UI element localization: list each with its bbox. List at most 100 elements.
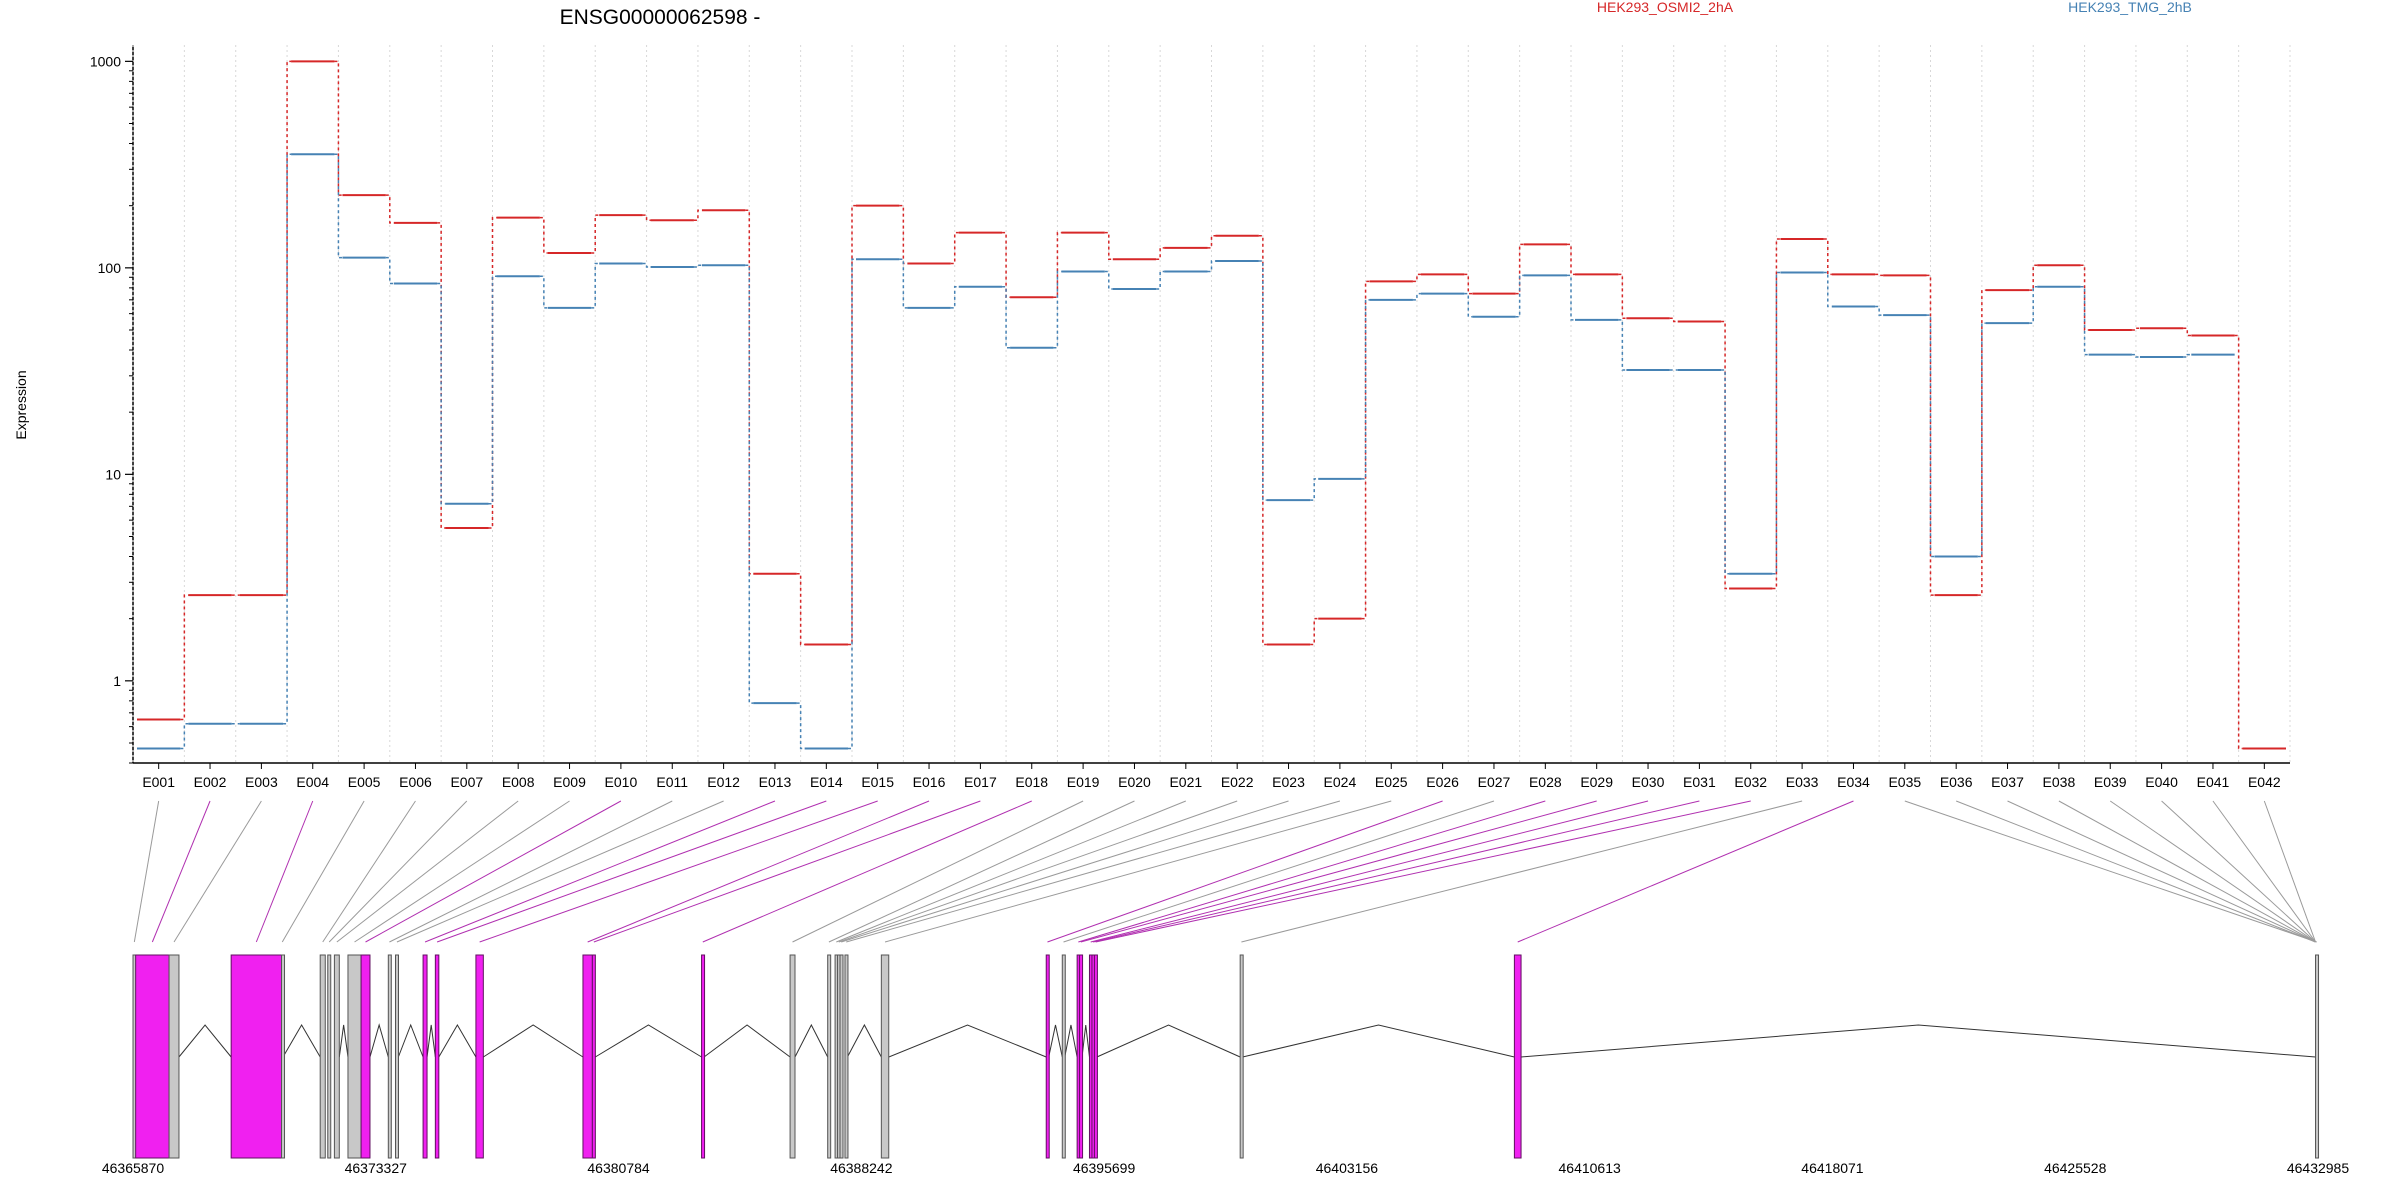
series-1-connector (1361, 280, 1370, 620)
series-2-connector (437, 282, 446, 505)
exon-connector (2109, 800, 2316, 943)
x-tick-label: E021 (1169, 774, 1202, 790)
series-1-connector (1618, 273, 1627, 320)
exon-connector (1241, 800, 1803, 943)
series-2-connector (1412, 292, 1421, 301)
intron (1096, 1024, 1241, 1058)
intron (888, 1024, 1047, 1058)
series-1-connector (1207, 235, 1216, 249)
x-tick-label: E009 (553, 774, 586, 790)
intron (426, 1024, 436, 1058)
exon-connector (792, 800, 1084, 943)
series-1-connector (1823, 238, 1832, 276)
series-2-connector (2131, 353, 2140, 358)
series-2-connector (2029, 285, 2038, 324)
series-2-connector (1875, 305, 1884, 316)
exon-connector (322, 800, 416, 943)
x-tick-label: E004 (296, 774, 329, 790)
x-tick-label: E005 (348, 774, 381, 790)
exon-box (475, 954, 484, 1159)
exon-connector (396, 800, 724, 943)
exon-box (360, 954, 371, 1159)
series-2-connector (1977, 322, 1986, 558)
series-1-connector (899, 204, 908, 265)
series-1-connector (283, 60, 292, 596)
series-2-connector (539, 275, 548, 309)
exon-connector (587, 800, 930, 943)
series-2-connector (745, 264, 754, 704)
exon-box (2315, 954, 2320, 1159)
exon-connector (1095, 800, 1751, 943)
exon-box (1079, 954, 1084, 1159)
y-tick-label: 1000 (90, 53, 121, 69)
series-2-connector (2080, 285, 2089, 356)
x-tick-label: E028 (1529, 774, 1562, 790)
series-2-connector (385, 256, 394, 285)
x-tick-label: E034 (1837, 774, 1870, 790)
intron (794, 1023, 829, 1058)
x-tick-label: E026 (1426, 774, 1459, 790)
exon-connector (424, 800, 776, 943)
x-tick-label: E036 (1940, 774, 1973, 790)
series-1-connector (2234, 334, 2243, 750)
series-2-connector (1361, 299, 1370, 480)
x-tick-label: E032 (1734, 774, 1767, 790)
exon-box (701, 954, 706, 1159)
series-2-connector (693, 264, 702, 268)
series-1-connector (1567, 243, 1575, 276)
coord-label: 46388242 (830, 1160, 893, 1176)
x-tick-label: E012 (707, 774, 740, 790)
x-tick-label: E024 (1324, 774, 1357, 790)
exon-connector (365, 800, 622, 943)
exon-connector (2212, 800, 2316, 943)
series-2-connector (899, 258, 908, 309)
series-1-connector (1156, 247, 1165, 261)
x-tick-label: E006 (399, 774, 432, 790)
exon-box (281, 954, 286, 1159)
intron (282, 1024, 321, 1058)
series-1-connector (745, 209, 754, 575)
x-tick-label: E030 (1632, 774, 1665, 790)
x-tick-label: E022 (1221, 774, 1254, 790)
intron (1064, 1024, 1078, 1058)
series-2-connector (1823, 271, 1832, 308)
legend-series-2: HEK293_TMG_2hB (2068, 0, 2192, 15)
series-1-connector (488, 216, 497, 529)
x-tick-label: E010 (605, 774, 638, 790)
exon-connector (1063, 800, 1495, 943)
exon-box (168, 954, 180, 1159)
series-1-connector (693, 209, 702, 222)
series-1-connector (642, 214, 651, 222)
series-2-connector (1310, 478, 1319, 501)
series-1-connector (1926, 274, 1935, 596)
x-tick-label: E042 (2248, 774, 2281, 790)
y-tick-label: 10 (105, 466, 121, 482)
series-1-connector (1772, 238, 1781, 590)
coord-label: 46410613 (1559, 1160, 1622, 1176)
x-tick-label: E023 (1272, 774, 1305, 790)
x-tick-label: E018 (1015, 774, 1048, 790)
series-2-connector (591, 262, 600, 309)
intron (369, 1023, 389, 1058)
x-tick-label: E015 (861, 774, 894, 790)
exon-connector (151, 800, 211, 943)
exon-connector (354, 800, 570, 943)
coord-label: 46432985 (2287, 1160, 2350, 1176)
intron (595, 1024, 702, 1058)
intron (1081, 1024, 1090, 1058)
exon-box (434, 954, 440, 1159)
intron (1521, 1024, 2316, 1058)
series-1-connector (1053, 231, 1062, 299)
x-tick-label: E014 (810, 774, 843, 790)
series-1-connector (1669, 317, 1678, 323)
series-1-connector (591, 214, 600, 254)
exon-box (1061, 954, 1066, 1159)
series-2-connector (180, 722, 189, 750)
x-tick-label: E039 (2094, 774, 2127, 790)
exon-box (582, 954, 593, 1159)
series-1-connector (950, 231, 959, 265)
series-1-connector (539, 216, 548, 254)
coord-label: 46380784 (587, 1160, 650, 1176)
exon-connector (336, 800, 519, 943)
